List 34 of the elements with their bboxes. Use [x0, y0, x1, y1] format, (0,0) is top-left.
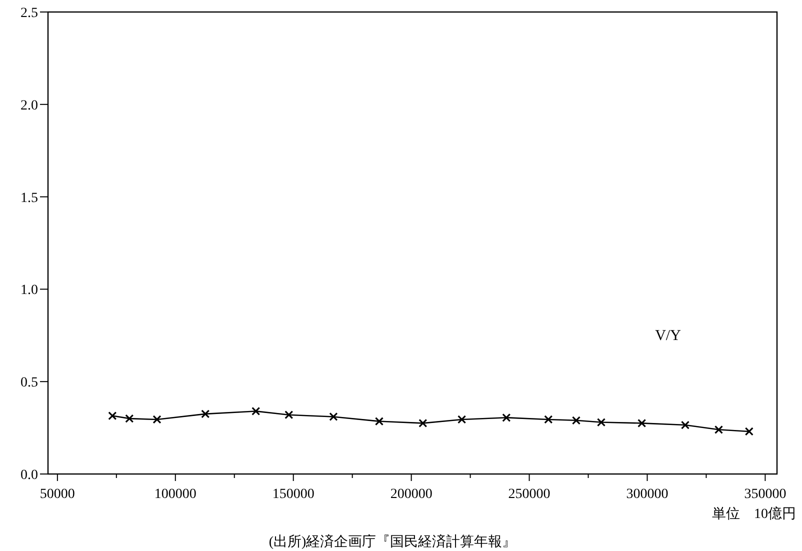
y-tick-label: 2.0 [20, 98, 38, 114]
point [125, 414, 134, 423]
point [458, 415, 466, 424]
point [252, 406, 260, 416]
point [329, 412, 338, 422]
point [284, 410, 294, 420]
point [744, 427, 754, 436]
y-tick-label: 2.5 [20, 6, 38, 21]
point [374, 417, 384, 426]
text: (出所)経済企画庁『国民経済計算年報』 [268, 534, 516, 550]
x-tick-label: 350000 [744, 487, 786, 502]
point [201, 410, 210, 418]
x-tick-label: 150000 [272, 487, 314, 502]
point [502, 413, 511, 422]
x-tick-label: 300000 [626, 487, 668, 502]
point [152, 415, 162, 424]
point [418, 418, 428, 428]
point [680, 420, 690, 430]
y-tick-label: 1.0 [20, 283, 38, 298]
point [714, 425, 724, 434]
point [544, 415, 553, 424]
x-tick-label: 50000 [40, 487, 75, 502]
point [572, 416, 581, 425]
x-tick-label: 250000 [508, 487, 550, 502]
y-tick-label: 1.5 [20, 190, 38, 206]
text: 単位 10億円 [712, 506, 796, 522]
annotation: V/Y [655, 328, 682, 344]
y-tick-label: 0.0 [20, 468, 38, 483]
y-tick-label: 0.5 [20, 376, 38, 391]
point [596, 418, 606, 427]
x-tick-label: 200000 [390, 487, 432, 502]
x-tick-label: 100000 [154, 487, 196, 502]
point [638, 418, 646, 428]
point [108, 411, 117, 420]
